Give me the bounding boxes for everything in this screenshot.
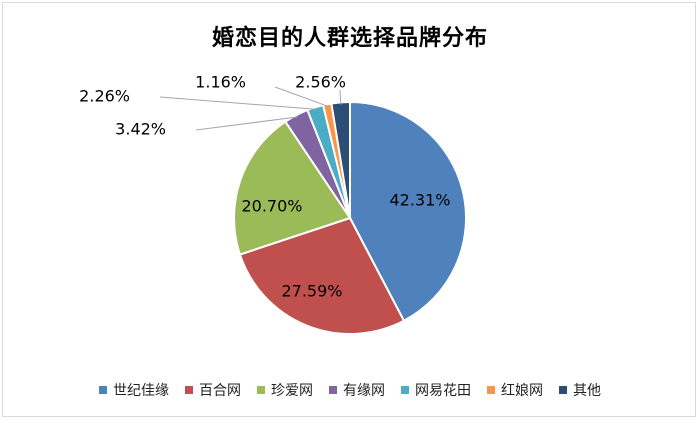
legend-item-7: 其他 [559,380,601,400]
legend-swatch [329,386,337,394]
data-label-5: 2.26% [79,87,130,106]
legend-swatch [185,386,193,394]
data-label-3: 20.70% [241,197,302,216]
legend-swatch [487,386,495,394]
data-label-2: 27.59% [281,282,342,301]
legend-item-5: 网易花田 [401,380,471,400]
legend-label: 世纪佳缘 [113,383,169,399]
legend-label: 百合网 [199,383,241,399]
leader-line-5 [159,96,316,110]
legend-swatch [257,386,265,394]
legend-swatch [401,386,409,394]
data-label-4: 3.42% [115,120,166,139]
legend-label: 红娘网 [501,383,543,399]
legend-item-2: 百合网 [185,380,241,400]
legend-item-3: 珍爱网 [257,380,313,400]
pie-slice-3 [233,120,352,256]
legend: 世纪佳缘 百合网 珍爱网 有缘网 网易花田 红娘网 其他 [0,380,700,400]
legend-label: 有缘网 [343,383,385,399]
leader-line-4 [195,116,298,131]
legend-item-4: 有缘网 [329,380,385,400]
legend-swatch [559,386,567,394]
legend-swatch [99,386,107,394]
legend-item-6: 红娘网 [487,380,543,400]
chart-title: 婚恋目的人群选择品牌分布 [211,26,488,51]
legend-item-1: 世纪佳缘 [99,380,169,400]
leader-line-6 [274,86,328,107]
legend-label: 其他 [573,383,601,399]
legend-label: 网易花田 [415,383,471,399]
pie-slice-2 [238,216,406,335]
legend-label: 珍爱网 [271,383,313,399]
data-label-1: 42.31% [389,191,450,210]
pie-slice-1 [349,100,467,323]
data-label-6: 1.16% [195,73,246,92]
leader-line-7 [339,89,342,105]
data-label-7: 2.56% [295,73,346,92]
